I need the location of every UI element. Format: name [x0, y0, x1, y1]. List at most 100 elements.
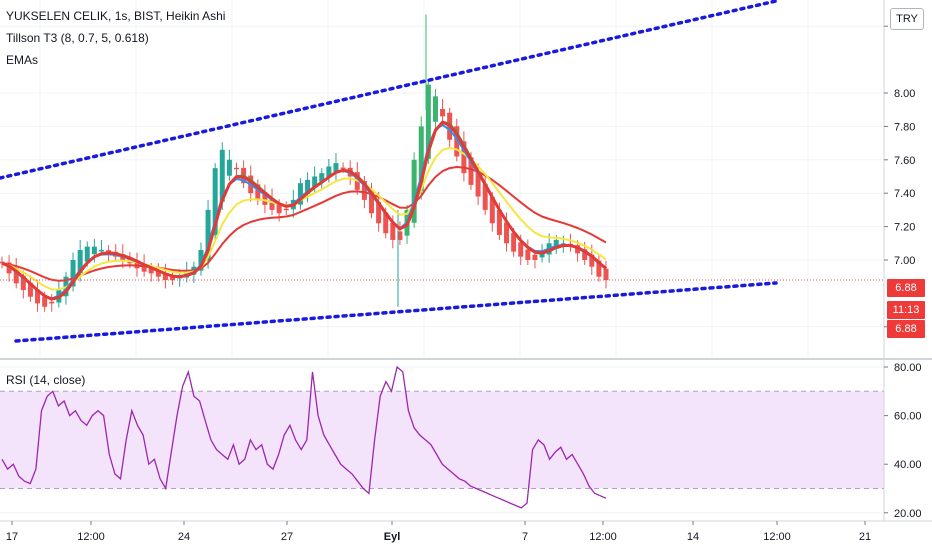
time-tick-label: 17: [6, 531, 18, 543]
candle-body: [340, 167, 346, 170]
indicator-lines: [1, 120, 607, 301]
candle-body: [440, 109, 446, 117]
candle-body: [361, 181, 367, 200]
candle-body: [454, 126, 460, 157]
rsi-line: [1, 365, 607, 509]
time-axis-ticks: 17 12:00 24 27 Eyl 7 12:00 14 12:00 21: [6, 521, 871, 543]
candle-body: [575, 245, 581, 254]
candle-body: [42, 296, 48, 307]
candle-body: [369, 190, 375, 214]
candle-body: [411, 159, 417, 223]
candle-body: [390, 222, 396, 240]
candle-body: [297, 183, 303, 205]
time-tick-label: 24: [178, 531, 190, 543]
channel-upper-line: [0, 0, 778, 180]
candle-body: [134, 260, 140, 269]
price-tick-label: 7.60: [894, 155, 915, 167]
rsi-tick-label: 60.00: [894, 411, 922, 423]
candle-body: [397, 231, 403, 240]
candle-body: [496, 210, 502, 235]
candle-body: [198, 249, 204, 271]
candle-body: [305, 179, 311, 194]
candle-body: [333, 163, 339, 172]
candle-body: [255, 184, 261, 200]
candle-body: [518, 242, 524, 257]
trend-channel[interactable]: [0, 0, 778, 343]
time-tick-label: 14: [687, 531, 699, 543]
price-tick-label: 7.80: [894, 121, 915, 133]
candle-body: [226, 159, 232, 176]
last-price-tag-2: 6.88: [887, 320, 925, 338]
candle-body: [148, 267, 154, 274]
rsi-tick-label: 40.00: [894, 459, 922, 471]
candle-body: [383, 212, 389, 234]
ema-slow-line: [1, 166, 607, 282]
candle-body: [155, 270, 161, 277]
candle-body: [553, 239, 559, 249]
candle-body: [20, 275, 26, 291]
time-tick-label: 27: [281, 531, 293, 543]
candle-body: [482, 183, 488, 210]
countdown-tag: 11:13: [887, 301, 925, 319]
candle-body: [269, 198, 275, 210]
time-tick-label: 12:00: [763, 531, 791, 543]
price-tick-label: 7.40: [894, 188, 915, 200]
symbol-legend[interactable]: YUKSELEN CELIK, 1s, BIST, Heikin Ashi: [6, 9, 226, 23]
rsi-band: [0, 391, 884, 489]
candle-body: [319, 173, 325, 182]
candle-body: [212, 168, 218, 236]
price-gridlines: [0, 0, 884, 357]
candle-body: [312, 176, 318, 187]
candle-body: [283, 208, 289, 211]
ema-legend[interactable]: EMAs: [6, 53, 39, 67]
candle-body: [276, 204, 282, 214]
candle-body: [262, 192, 268, 205]
candle-body: [84, 246, 90, 262]
candle-body: [35, 289, 41, 304]
candle-body: [525, 249, 531, 260]
time-tick-label: 12:00: [77, 531, 105, 543]
candle-body: [504, 222, 510, 244]
candle-body: [77, 249, 83, 274]
last-price-tag: 6.88: [887, 279, 925, 297]
candle-body: [468, 157, 474, 185]
time-tick-label: Eyl: [384, 531, 401, 543]
time-tick-label: 21: [859, 531, 871, 543]
candle-body: [27, 282, 33, 297]
candle-body: [49, 301, 55, 304]
candle-body: [98, 249, 104, 252]
candle-body: [13, 267, 19, 284]
t3-line: [1, 120, 607, 301]
candle-body: [219, 149, 225, 202]
time-tick-label: 12:00: [589, 531, 617, 543]
candle-body: [489, 196, 495, 224]
candle-body: [170, 276, 176, 281]
candle-body: [141, 264, 147, 272]
candle-body: [603, 268, 609, 281]
rsi-tick-label: 80.00: [894, 362, 922, 374]
candle-body: [376, 201, 382, 224]
time-tick-label: 7: [522, 531, 528, 543]
candle-body: [461, 141, 467, 174]
candle-body: [589, 254, 595, 267]
rsi-band-lines: [0, 390, 884, 489]
candle-body: [475, 171, 481, 197]
ema-yellow-line: [1, 147, 607, 291]
candle-body: [162, 273, 168, 281]
candle-body: [425, 84, 431, 159]
rsi-tick-label: 20.00: [894, 508, 922, 520]
rsi-legend[interactable]: RSI (14, close): [6, 373, 86, 387]
candle-body: [326, 166, 332, 178]
candle-body: [418, 126, 424, 192]
candle-body: [205, 209, 211, 261]
price-tick-label: 8.00: [894, 88, 915, 100]
rsi-axis-ticks: 80.00 60.00 40.00 20.00: [884, 362, 922, 520]
candle-body: [532, 254, 538, 260]
candle-body: [596, 260, 602, 277]
channel-lower-line: [14, 281, 778, 343]
candle-body: [511, 232, 517, 252]
t3-legend[interactable]: Tillson T3 (8, 0.7, 5, 0.618): [6, 31, 149, 45]
candle-body: [233, 167, 239, 170]
currency-button[interactable]: TRY: [890, 8, 924, 30]
